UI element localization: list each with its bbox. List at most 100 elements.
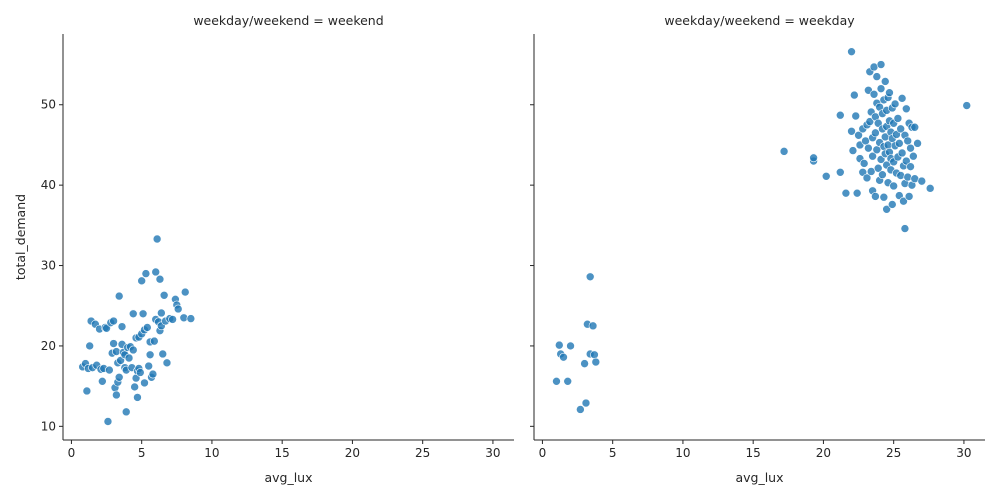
x-axis-label: avg_lux — [264, 470, 312, 485]
data-point — [140, 378, 149, 388]
data-point — [112, 347, 121, 356]
data-point — [179, 313, 189, 323]
data-point — [906, 162, 915, 171]
x-tick-label: 15 — [275, 446, 290, 460]
data-point — [580, 359, 589, 368]
data-point — [157, 308, 166, 318]
data-point — [130, 382, 139, 392]
data-point — [900, 224, 910, 233]
x-tick-label: 5 — [609, 446, 617, 460]
data-point — [868, 151, 877, 161]
data-point — [109, 316, 118, 326]
data-point — [168, 315, 177, 324]
data-point — [85, 341, 94, 351]
data-point — [835, 110, 845, 120]
data-point — [917, 176, 927, 186]
data-point — [585, 272, 595, 282]
data-point — [821, 172, 831, 181]
data-point — [138, 309, 148, 319]
data-point — [854, 130, 863, 140]
data-point — [887, 200, 897, 209]
data-point — [896, 171, 906, 180]
data-point — [873, 163, 883, 173]
data-point — [871, 128, 880, 138]
data-point — [897, 148, 907, 158]
x-tick-label: 15 — [746, 446, 761, 460]
data-point — [554, 340, 564, 350]
data-point — [876, 84, 886, 93]
data-point — [114, 291, 124, 301]
data-point — [899, 196, 908, 206]
data-point — [865, 117, 875, 126]
data-point — [864, 143, 873, 153]
x-tick-label: 10 — [675, 446, 690, 460]
data-point — [141, 269, 151, 278]
data-point — [848, 146, 858, 155]
data-point — [150, 336, 159, 346]
data-point — [897, 94, 907, 103]
data-point — [109, 339, 118, 348]
data-point — [847, 47, 856, 56]
data-point — [889, 181, 898, 191]
data-point — [133, 393, 142, 402]
data-point — [841, 188, 851, 198]
data-point — [904, 192, 914, 201]
x-tick-label: 10 — [204, 446, 219, 460]
x-tick-label: 20 — [345, 446, 360, 460]
data-point — [588, 321, 598, 331]
x-axis-label: avg_lux — [735, 470, 783, 485]
x-tick-label: 25 — [886, 446, 901, 460]
data-point — [151, 267, 161, 277]
x-tick-label: 0 — [539, 446, 547, 460]
data-point — [186, 314, 196, 323]
data-point — [98, 377, 107, 386]
data-point — [894, 139, 904, 148]
data-point — [869, 89, 879, 99]
data-point — [809, 153, 818, 163]
data-point — [563, 377, 573, 386]
data-point — [135, 368, 145, 377]
data-point — [581, 398, 591, 408]
data-point — [851, 111, 861, 121]
data-point — [879, 192, 889, 202]
data-point — [876, 60, 886, 69]
facet-title: weekday/weekend = weekend — [193, 13, 383, 28]
data-point — [121, 407, 131, 417]
x-tick-label: 30 — [485, 446, 500, 460]
data-point — [903, 136, 913, 146]
data-point — [128, 345, 138, 355]
data-point — [158, 349, 168, 359]
data-point — [145, 350, 155, 360]
x-tick-label: 0 — [68, 446, 76, 460]
data-point — [903, 172, 913, 182]
data-point — [142, 323, 152, 332]
y-axis-label: total_demand — [13, 194, 28, 280]
data-point — [925, 184, 935, 193]
y-tick-label: 40 — [41, 178, 56, 192]
data-point — [117, 322, 127, 331]
y-tick-label: 50 — [41, 98, 56, 112]
data-point — [112, 390, 121, 400]
data-point — [913, 139, 922, 148]
data-point — [566, 341, 575, 351]
data-point — [871, 192, 880, 201]
data-point — [128, 309, 138, 319]
data-point — [910, 122, 920, 132]
data-point — [82, 386, 92, 396]
data-point — [173, 304, 183, 314]
data-point — [559, 352, 568, 362]
y-tick-label: 20 — [41, 339, 56, 353]
x-tick-label: 5 — [138, 446, 146, 460]
data-point — [137, 276, 146, 286]
data-point — [576, 405, 585, 414]
data-point — [148, 369, 158, 379]
y-tick-label: 10 — [41, 419, 56, 433]
data-point — [114, 372, 124, 382]
data-point — [779, 147, 789, 156]
data-point — [847, 126, 856, 136]
data-point — [144, 361, 154, 371]
data-point — [906, 143, 915, 153]
facet-title: weekday/weekend = weekday — [664, 13, 855, 28]
x-tick-label: 20 — [816, 446, 831, 460]
